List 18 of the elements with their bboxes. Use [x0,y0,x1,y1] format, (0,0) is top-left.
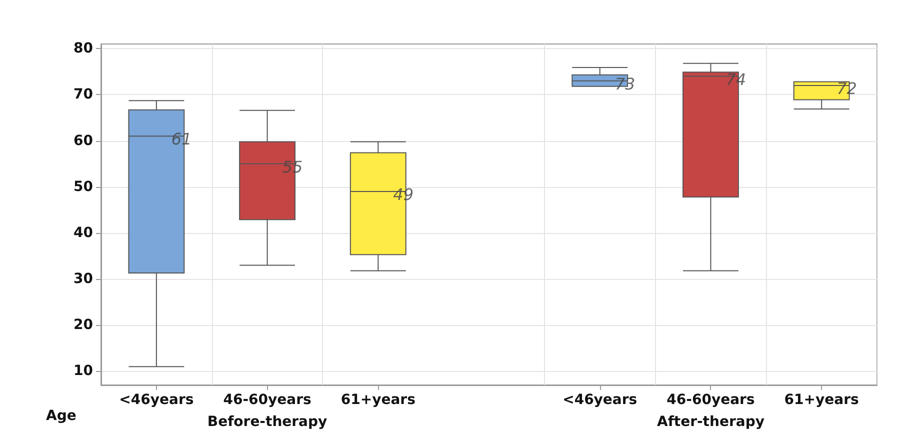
y-tick-label: 40 [74,224,94,241]
text: After-therapy [656,414,764,430]
x-tick-label: 61+years [340,392,416,408]
x-tick-label: <46years [119,392,194,408]
text: 73 [614,74,636,94]
x-tick-label: 46-60years [666,392,755,408]
y-tick-label: 20 [74,317,94,334]
y-tick-label: 50 [74,178,94,195]
y-tick-label: 30 [74,271,94,288]
y-tick-label: 80 [74,40,94,57]
y-tick-label: 60 [74,132,94,149]
x-tick-label: 46-60years [223,392,312,408]
x-tick-label: <46years [562,392,638,408]
x-tick-label: 61+years [784,392,859,408]
y-tick-label: 70 [74,86,94,103]
text: Before-therapy [207,414,328,430]
y-tick-label: 10 [74,363,94,380]
x-axis-title: Age [46,408,76,424]
